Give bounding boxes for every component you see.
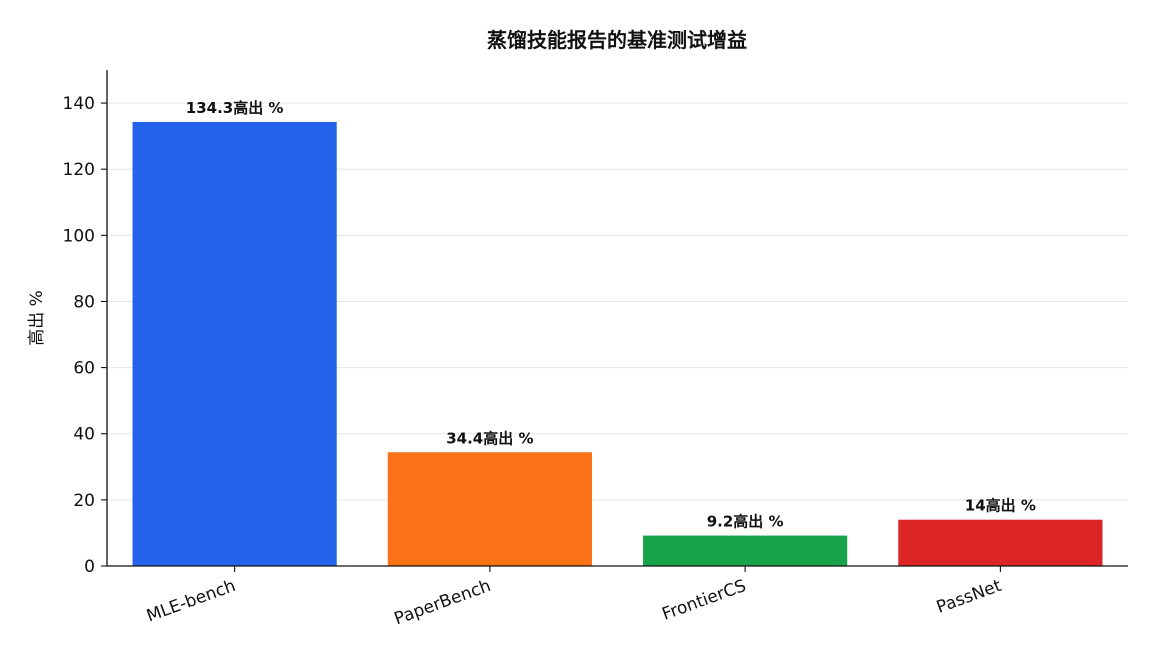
bar [387,452,592,566]
x-tick-label: FrontierCS [659,576,748,625]
y-tick-label: 60 [73,359,95,379]
x-tick-label: PassNet [934,576,1005,618]
bars [132,121,1103,566]
bar [898,519,1103,566]
y-tick-label: 100 [63,226,95,246]
bar-value-label: 34.4高出 % [446,429,533,447]
y-tick-label: 120 [63,160,95,180]
x-tick-label: PaperBench [392,576,494,629]
y-tick-label: 0 [84,557,95,577]
chart-title: 蒸馏技能报告的基准测试增益 [487,28,747,52]
bar [132,121,337,566]
data-labels: 134.3高出 % 34.4高出 % 9.2高出 % 14高出 % [186,99,1036,531]
y-tick-label: 20 [73,491,95,511]
bar-value-label: 14高出 % [965,497,1036,515]
y-tick-label: 40 [73,425,95,445]
bar [643,535,848,566]
bar-value-label: 134.3高出 % [186,99,284,117]
bar-value-label: 9.2高出 % [707,513,784,531]
y-tick-label: 80 [73,292,95,312]
y-tick-label: 140 [63,94,95,114]
x-tick-label: MLE-bench [144,576,238,627]
y-axis-label: 高出 % [27,290,47,346]
